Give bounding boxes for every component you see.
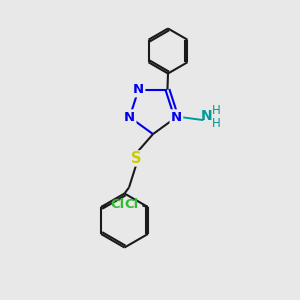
Text: N: N — [124, 111, 135, 124]
Text: H: H — [212, 104, 220, 117]
Text: Cl: Cl — [124, 198, 139, 211]
Text: H: H — [212, 117, 220, 130]
Text: S: S — [131, 151, 142, 166]
Text: N: N — [201, 109, 212, 123]
Text: N: N — [133, 83, 144, 96]
Text: N: N — [171, 111, 182, 124]
Text: Cl: Cl — [110, 198, 125, 211]
